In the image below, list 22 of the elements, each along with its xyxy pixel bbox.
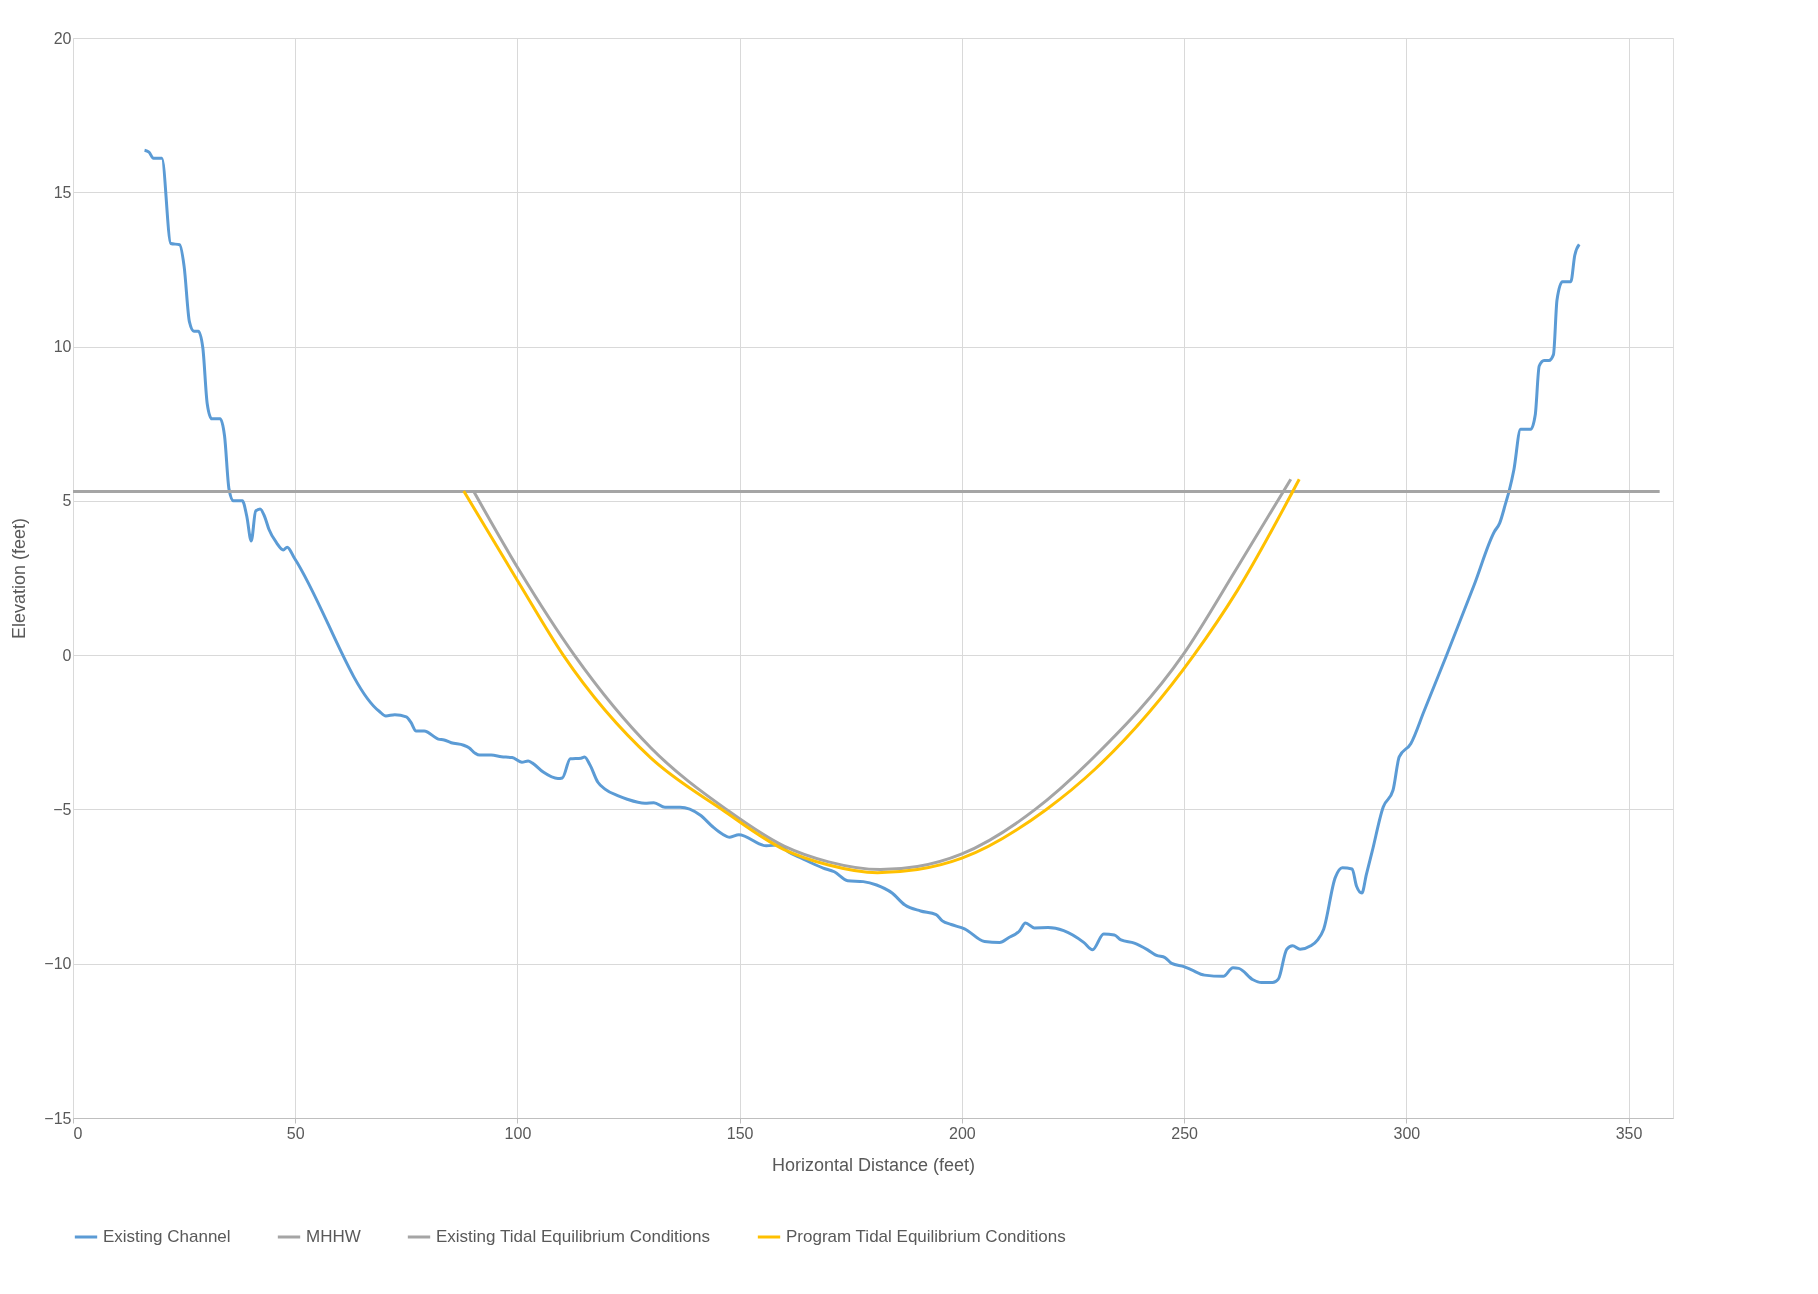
y-tick-label: −5: [53, 800, 72, 818]
x-tick-label: 0: [73, 1124, 83, 1142]
legend-label: Existing Tidal Equilibrium Conditions: [436, 1227, 711, 1246]
y-tick-label: 0: [62, 646, 72, 664]
legend-label: Existing Channel: [103, 1227, 231, 1246]
legend-label: MHHW: [306, 1227, 361, 1246]
x-tick-label: 200: [949, 1124, 976, 1142]
legend-label: Program Tidal Equilibrium Conditions: [786, 1227, 1066, 1246]
x-tick-label: 150: [726, 1124, 754, 1142]
y-tick-label: 10: [53, 338, 72, 356]
x-tick-label: 300: [1393, 1124, 1421, 1142]
y-tick-label: −10: [44, 955, 72, 973]
x-tick-label: 100: [504, 1124, 532, 1142]
x-tick-label: 350: [1615, 1124, 1643, 1142]
y-tick-label: 20: [53, 29, 72, 47]
y-tick-label: 15: [53, 183, 72, 201]
x-tick-label: 50: [286, 1124, 305, 1142]
y-axis-title: Elevation (feet): [9, 517, 30, 640]
y-tick-label: −15: [44, 1109, 72, 1127]
x-axis-title: Horizontal Distance (feet): [771, 1154, 976, 1175]
x-tick-label: 250: [1171, 1124, 1199, 1142]
y-tick-label: 5: [62, 492, 72, 510]
